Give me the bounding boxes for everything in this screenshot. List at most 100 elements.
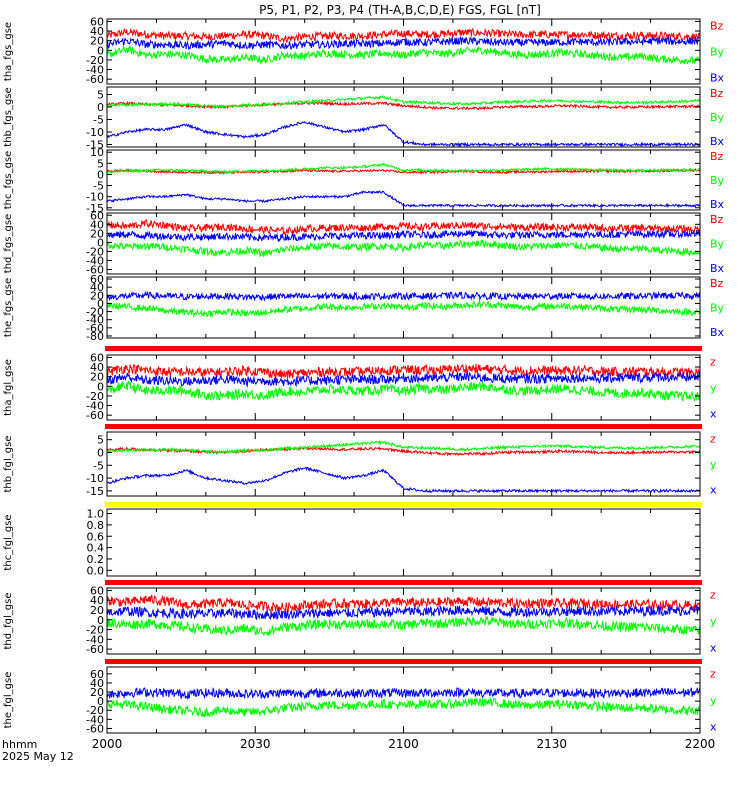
y-tick-label: 20 — [90, 604, 104, 617]
y-tick-label: -20 — [86, 245, 104, 258]
series-line-the_fgs_gse-Bx — [106, 290, 701, 302]
y-tick-label: 0 — [97, 614, 104, 627]
y-tick-label: -15 — [86, 139, 104, 152]
y-tick-label: 0 — [97, 236, 104, 249]
x-unit-label: hhmm — [2, 738, 37, 751]
y-tick-label: -80 — [86, 330, 104, 343]
y-tick-label: -60 — [86, 73, 104, 86]
legend-entry-z: z — [710, 356, 716, 369]
y-tick-label: 0 — [97, 297, 104, 310]
y-axis-label: the_fgs_gse — [3, 278, 14, 337]
legend-entry-x: x — [710, 720, 717, 733]
panel-thb_fgl_gse: 50-5-10-15 thb_fgl_gse zyx — [3, 431, 717, 498]
y-tick-label: -40 — [86, 400, 104, 413]
x-tick-label: 2030 — [240, 737, 271, 751]
y-tick-label: -5 — [93, 180, 104, 193]
y-axis-label: thb_fgs_gse — [3, 87, 14, 146]
legend-entry-y: y — [710, 694, 717, 707]
y-tick-label: -40 — [86, 713, 104, 726]
y-tick-label: 40 — [90, 281, 104, 294]
x-tick-label: 2200 — [685, 737, 716, 751]
x-tick-label: 2100 — [388, 737, 419, 751]
x-tick-label: 2130 — [536, 737, 567, 751]
legend-entry-Bz: Bz — [710, 277, 724, 290]
y-tick-label: 0.8 — [87, 519, 105, 532]
y-tick-label: 20 — [90, 371, 104, 384]
y-axis-label: thc_fgl_gse — [3, 514, 14, 570]
y-tick-label: -5 — [93, 459, 104, 472]
y-tick-label: 40 — [90, 218, 104, 231]
y-tick-label: -20 — [86, 704, 104, 717]
y-tick-label: -10 — [86, 126, 104, 139]
y-tick-label: 0 — [97, 446, 104, 459]
y-tick-label: -20 — [86, 390, 104, 403]
y-axis-label: thd_fgs_gse — [3, 214, 14, 273]
legend-entry-y: y — [710, 615, 717, 628]
series-line-thd_fgs_gse-By — [106, 239, 701, 258]
y-tick-label: 5 — [97, 89, 104, 102]
y-tick-label: -60 — [86, 643, 104, 656]
y-tick-label: -40 — [86, 64, 104, 77]
y-tick-label: 60 — [90, 584, 104, 597]
legend-entry-y: y — [710, 382, 717, 395]
plot-title: P5, P1, P2, P3, P4 (TH-A,B,C,D,E) FGS, F… — [259, 3, 541, 17]
panel-frame — [106, 149, 701, 211]
panel-frame — [106, 431, 701, 497]
panel-frame — [106, 354, 701, 421]
y-axis-label: tha_fgs_gse — [3, 22, 14, 81]
series-line-tha_fgs_gse-Bx — [106, 35, 701, 51]
y-tick-label: 20 — [90, 686, 104, 699]
legend-entry-z: z — [710, 589, 716, 602]
y-tick-label: 20 — [90, 289, 104, 302]
legend-entry-Bz: Bz — [710, 20, 724, 33]
y-tick-label: 0 — [97, 168, 104, 181]
legend-entry-By: By — [710, 46, 725, 59]
y-tick-label: -60 — [86, 722, 104, 735]
legend-entry-z: z — [710, 432, 716, 445]
y-axis-label: the_fgl_gse — [3, 672, 14, 729]
legend-entry-Bx: Bx — [710, 326, 725, 339]
series-line-tha_fgl_gse-z — [106, 363, 701, 379]
y-tick-label: 40 — [90, 677, 104, 690]
y-tick-label: 1.0 — [87, 508, 105, 521]
x-tick-label: 2000 — [92, 737, 123, 751]
y-axis-label: thc_fgs_gse — [3, 151, 14, 210]
legend-entry-x: x — [710, 484, 717, 497]
legend-entry-Bx: Bx — [710, 135, 725, 148]
y-tick-label: -5 — [93, 114, 104, 127]
y-tick-label: 0 — [97, 695, 104, 708]
legend-entry-By: By — [710, 111, 725, 124]
y-tick-label: 5 — [97, 157, 104, 170]
y-tick-label: 40 — [90, 25, 104, 38]
y-tick-label: 0.2 — [87, 553, 105, 566]
legend-entry-Bx: Bx — [710, 72, 725, 85]
panel-frame — [106, 587, 701, 655]
y-tick-label: -40 — [86, 314, 104, 327]
status-flag-bar-1 — [105, 346, 702, 351]
legend-entry-By: By — [710, 238, 725, 251]
y-tick-label: 0 — [97, 44, 104, 57]
y-tick-label: 40 — [90, 361, 104, 374]
y-tick-label: 0.0 — [87, 564, 105, 577]
status-flag-bar-5 — [105, 659, 702, 664]
series-line-the_fgl_gse-y — [106, 696, 701, 719]
y-tick-label: -20 — [86, 624, 104, 637]
y-tick-label: 60 — [90, 351, 104, 364]
legend-entry-Bz: Bz — [710, 150, 724, 163]
series-line-the_fgs_gse-By — [106, 300, 701, 318]
y-tick-label: 60 — [90, 273, 104, 286]
series-line-the_fgl_gse-x — [106, 686, 701, 700]
panel-frame — [106, 666, 701, 734]
y-axis-label: thd_fgl_gse — [3, 593, 14, 650]
y-tick-label: -60 — [86, 409, 104, 422]
y-tick-label: -60 — [86, 263, 104, 276]
y-tick-label: 20 — [90, 35, 104, 48]
